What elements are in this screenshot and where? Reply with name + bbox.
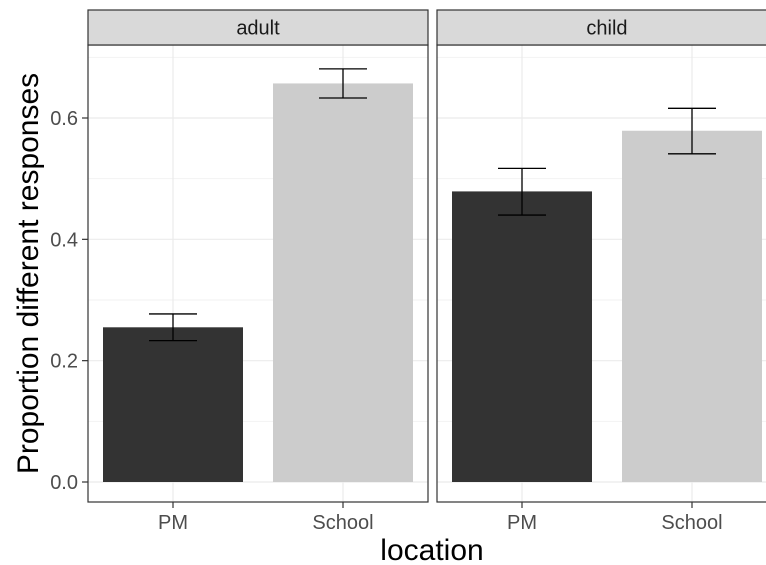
facet-label-child: child [586,18,627,40]
facet-strip [87,9,429,46]
y-tick-label: 0.0 [50,472,78,494]
bar-child-School [622,130,762,483]
x-tick-label: PM [158,512,188,534]
bar-child-PM [452,191,592,482]
bar-adult-PM [103,327,243,482]
bar-adult-School [273,83,413,483]
x-axis-title: location [380,534,483,565]
facet-label-adult: adult [236,18,280,40]
x-tick-label: School [312,512,373,534]
x-tick-label: PM [507,512,537,534]
x-tick-label: School [661,512,722,534]
y-tick-label: 0.4 [50,229,78,251]
y-axis-title: Proportion different responses [12,73,45,474]
facet-strip [436,9,766,46]
y-tick-label: 0.2 [50,351,78,373]
y-tick-label: 0.6 [50,108,78,130]
